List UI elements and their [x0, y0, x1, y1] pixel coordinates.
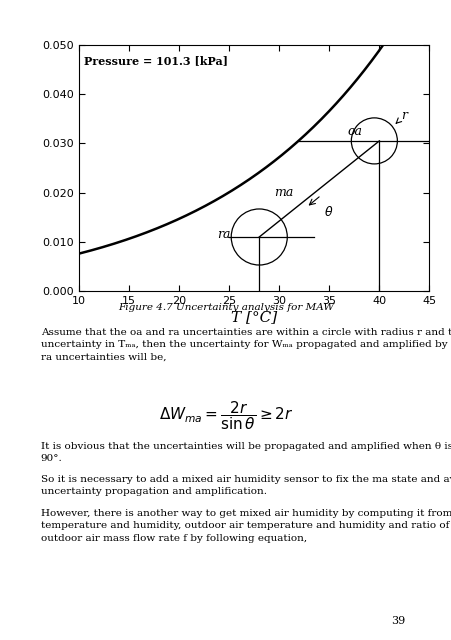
Text: oa: oa [346, 125, 362, 138]
X-axis label: T [°C]: T [°C] [230, 310, 277, 324]
Text: Pressure = 101.3 [kPa]: Pressure = 101.3 [kPa] [84, 56, 228, 67]
Text: However, there is another way to get mixed air humidity by computing it from ret: However, there is another way to get mix… [41, 509, 451, 543]
Text: It is obvious that the uncertainties will be propagated and amplified when θ is : It is obvious that the uncertainties wil… [41, 442, 451, 463]
Text: Figure 4.7 Uncertainty analysis for MAW: Figure 4.7 Uncertainty analysis for MAW [118, 303, 333, 312]
Text: 39: 39 [390, 616, 404, 626]
Text: $\Delta W_{ma} = \dfrac{2r}{\sin\theta} \geq 2r$: $\Delta W_{ma} = \dfrac{2r}{\sin\theta} … [158, 399, 293, 432]
Text: Assume that the oa and ra uncertainties are within a circle with radius r and th: Assume that the oa and ra uncertainties … [41, 328, 451, 362]
Text: ma: ma [274, 186, 293, 199]
Text: $\theta$: $\theta$ [324, 205, 333, 220]
Text: ra: ra [217, 228, 230, 241]
Text: So it is necessary to add a mixed air humidity sensor to fix the ma state and av: So it is necessary to add a mixed air hu… [41, 475, 451, 497]
Text: r: r [396, 109, 406, 124]
